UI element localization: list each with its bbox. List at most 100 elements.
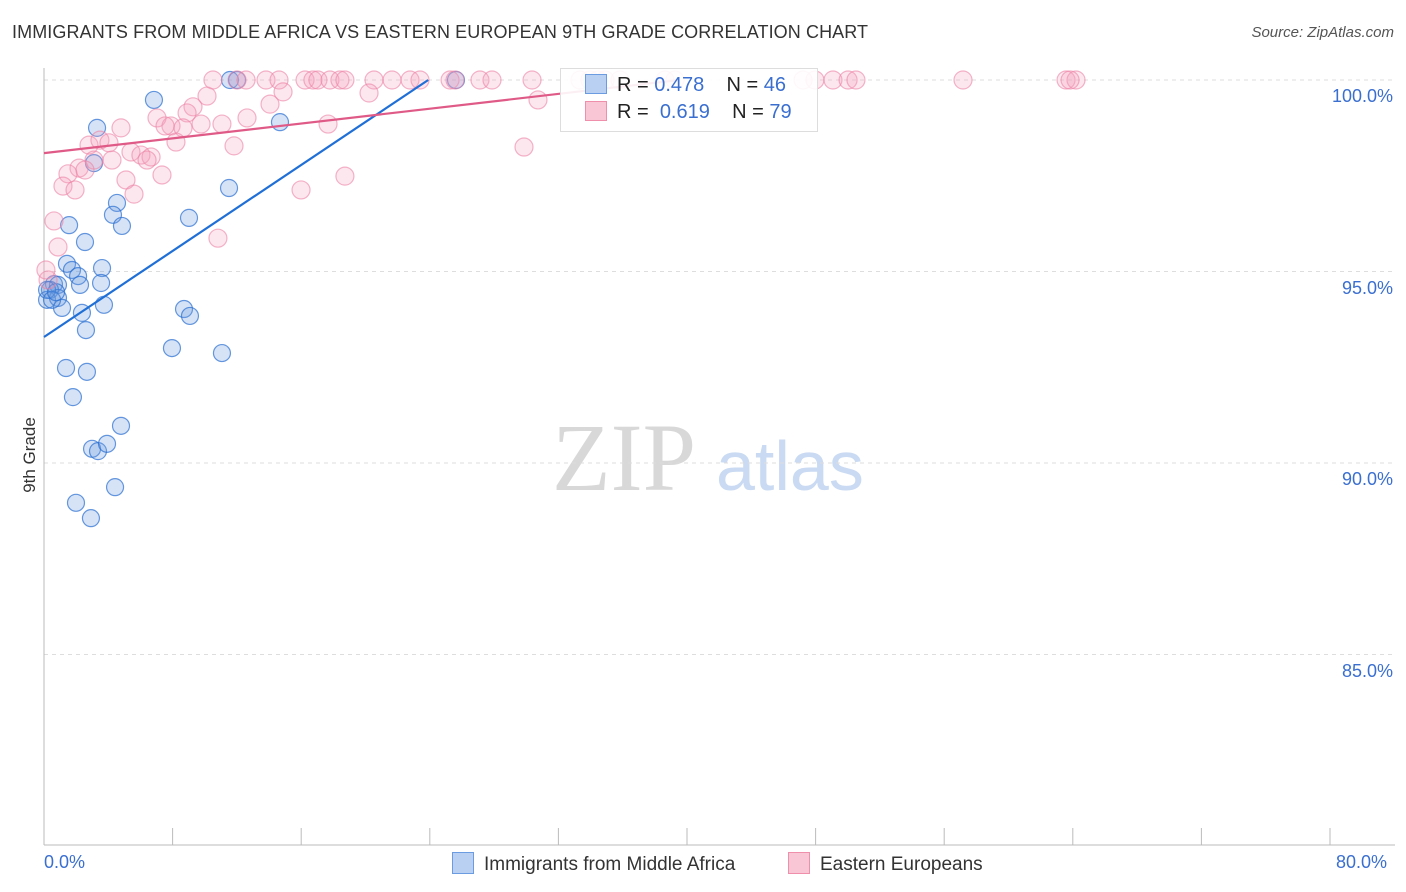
data-point: [212, 343, 232, 363]
data-point: [528, 90, 548, 110]
data-point: [303, 70, 323, 90]
data-point: [953, 70, 973, 90]
stats-legend: R = 0.478 N = 46 R = 0.619 N = 79: [560, 68, 818, 132]
data-point: [56, 358, 76, 378]
data-point: [111, 416, 131, 435]
data-point: [58, 164, 78, 184]
data-point: [65, 180, 85, 200]
data-point: [1056, 70, 1076, 90]
data-point: [291, 180, 311, 200]
y-tick-label: 85.0%: [1341, 660, 1393, 681]
data-point: [838, 70, 858, 90]
data-point: [270, 113, 290, 132]
data-point: [219, 178, 239, 198]
r-label: R =: [617, 74, 649, 96]
data-point: [97, 434, 117, 453]
blue-swatch: [452, 852, 474, 874]
r-value: 0.619: [659, 101, 710, 123]
data-point: [75, 232, 95, 252]
n-label: N =: [732, 101, 764, 123]
data-point: [382, 70, 402, 90]
data-point: [166, 132, 186, 152]
data-point: [91, 273, 111, 293]
legend-item-middle-africa[interactable]: Immigrants from Middle Africa: [452, 852, 735, 876]
legend-label: Immigrants from Middle Africa: [484, 854, 736, 875]
data-point: [410, 70, 430, 90]
data-point: [256, 70, 276, 90]
data-point: [359, 83, 379, 103]
chart-source: Source: ZipAtlas.com: [1251, 24, 1394, 41]
blue-swatch: [585, 74, 607, 94]
data-point: [522, 70, 542, 90]
data-point: [335, 166, 355, 186]
data-point: [81, 509, 101, 528]
data-point: [79, 135, 99, 155]
data-point: [445, 70, 465, 90]
x-tick-label: 0.0%: [44, 852, 86, 872]
data-point: [137, 150, 157, 170]
data-point: [94, 295, 114, 314]
chart-title: IMMIGRANTS FROM MIDDLE AFRICA VS EASTERN…: [12, 22, 869, 42]
pink-swatch: [788, 852, 810, 874]
n-label: N =: [726, 74, 759, 96]
data-point: [514, 137, 534, 157]
data-point: [124, 184, 144, 204]
data-point: [77, 362, 97, 381]
data-point: [99, 133, 119, 153]
data-point: [179, 208, 199, 227]
trend-line: [43, 79, 429, 338]
data-point: [318, 114, 338, 134]
data-point: [191, 114, 211, 134]
data-point: [335, 70, 355, 90]
r-value: 0.478: [654, 74, 705, 96]
data-point: [152, 165, 172, 185]
data-point: [53, 176, 73, 196]
watermark-atlas: atlas: [716, 427, 864, 505]
r-label: R =: [617, 101, 649, 123]
y-tick-label: 100.0%: [1331, 86, 1393, 106]
data-point: [36, 260, 56, 280]
data-point: [273, 82, 293, 102]
data-point: [440, 70, 460, 90]
data-point: [197, 86, 217, 106]
y-tick-label: 90.0%: [1341, 469, 1393, 489]
data-point: [482, 70, 502, 90]
watermark-zip: ZIP: [552, 404, 696, 511]
data-point: [260, 94, 280, 114]
data-point: [236, 70, 256, 90]
pink-swatch: [585, 101, 607, 121]
data-point: [174, 299, 194, 319]
data-point: [92, 258, 112, 278]
data-point: [155, 116, 175, 136]
data-point: [59, 216, 79, 235]
data-point: [212, 114, 232, 134]
data-point: [400, 70, 420, 90]
n-value: 46: [763, 74, 787, 96]
data-point: [330, 70, 350, 90]
y-tick-label: 95.0%: [1341, 277, 1393, 298]
legend-label: Eastern Europeans: [820, 854, 983, 875]
data-point: [224, 136, 244, 156]
x-tick-label: 80.0%: [1336, 852, 1388, 872]
data-point: [75, 160, 95, 180]
legend-item-eastern-europeans[interactable]: Eastern Europeans: [788, 852, 983, 876]
data-point: [162, 339, 182, 358]
data-point: [57, 254, 77, 273]
data-point: [70, 275, 90, 295]
data-point: [48, 237, 68, 257]
data-point: [208, 228, 228, 248]
data-point: [63, 388, 83, 407]
data-point: [320, 70, 340, 90]
data-point: [66, 493, 86, 512]
data-point: [87, 118, 107, 137]
data-point: [269, 70, 289, 90]
data-point: [112, 216, 132, 236]
data-point: [111, 118, 131, 138]
data-point: [846, 70, 866, 90]
data-point: [177, 103, 197, 123]
data-point: [107, 193, 127, 213]
data-point: [180, 306, 200, 326]
n-value: 79: [769, 101, 792, 123]
